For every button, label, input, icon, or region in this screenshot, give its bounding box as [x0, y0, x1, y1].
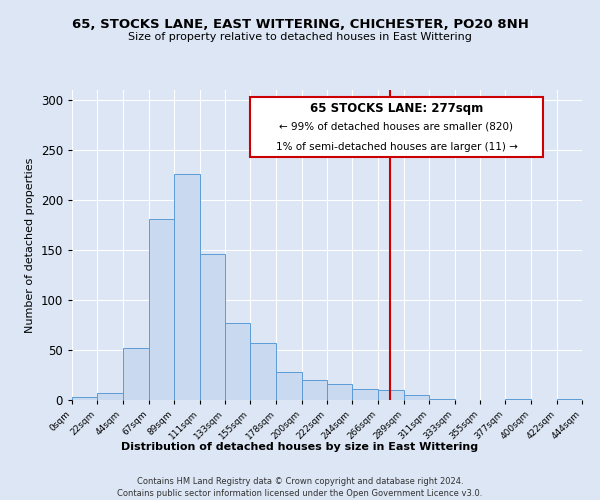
Text: Size of property relative to detached houses in East Wittering: Size of property relative to detached ho… — [128, 32, 472, 42]
Bar — [174, 174, 199, 400]
Y-axis label: Number of detached properties: Number of detached properties — [25, 158, 35, 332]
Text: ← 99% of detached houses are smaller (820): ← 99% of detached houses are smaller (82… — [280, 122, 514, 132]
FancyBboxPatch shape — [250, 97, 543, 157]
Bar — [199, 254, 225, 400]
Bar — [327, 384, 352, 400]
Bar — [250, 343, 277, 400]
Bar — [149, 219, 174, 400]
Bar — [277, 372, 302, 400]
Text: Contains public sector information licensed under the Open Government Licence v3: Contains public sector information licen… — [118, 489, 482, 498]
Bar — [122, 348, 149, 400]
Bar — [97, 393, 122, 400]
Bar — [225, 323, 250, 400]
Text: Distribution of detached houses by size in East Wittering: Distribution of detached houses by size … — [121, 442, 479, 452]
Bar — [429, 399, 455, 400]
Text: 1% of semi-detached houses are larger (11) →: 1% of semi-detached houses are larger (1… — [275, 142, 517, 152]
Bar — [72, 397, 97, 400]
Text: 65 STOCKS LANE: 277sqm: 65 STOCKS LANE: 277sqm — [310, 102, 483, 116]
Bar — [352, 389, 377, 400]
Bar — [404, 395, 429, 400]
Bar — [505, 399, 532, 400]
Bar — [302, 380, 327, 400]
Text: 65, STOCKS LANE, EAST WITTERING, CHICHESTER, PO20 8NH: 65, STOCKS LANE, EAST WITTERING, CHICHES… — [71, 18, 529, 30]
Text: Contains HM Land Registry data © Crown copyright and database right 2024.: Contains HM Land Registry data © Crown c… — [137, 478, 463, 486]
Bar — [377, 390, 404, 400]
Bar — [557, 399, 582, 400]
